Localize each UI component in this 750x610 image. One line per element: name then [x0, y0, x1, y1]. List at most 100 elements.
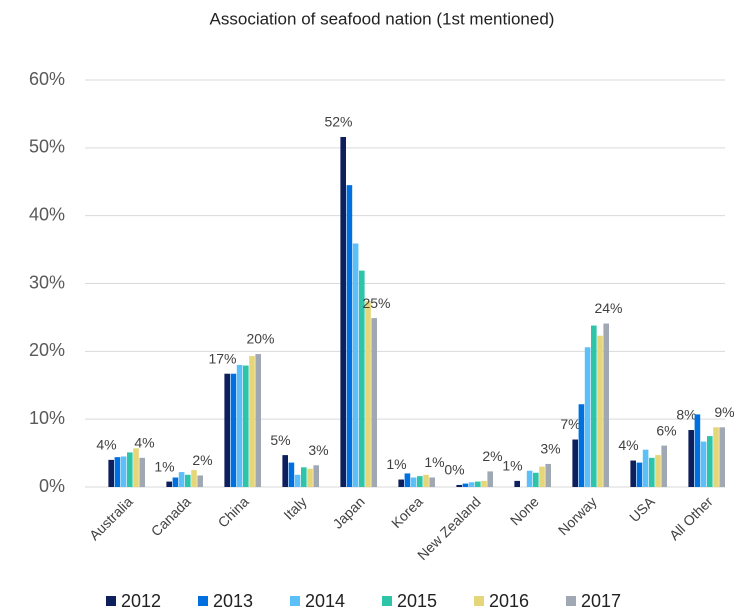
data-label: 1%: [386, 456, 406, 472]
bar: [307, 468, 313, 487]
x-tick-label: None: [507, 493, 542, 528]
bar: [108, 459, 114, 487]
x-tick-label: Australia: [86, 493, 136, 543]
bar: [688, 430, 694, 487]
bar: [313, 465, 319, 487]
bar: [352, 243, 359, 487]
bar: [597, 335, 603, 487]
y-tick-label: 0%: [39, 476, 65, 496]
bar: [429, 477, 435, 487]
data-label: 3%: [540, 441, 560, 457]
data-label: 6%: [656, 422, 676, 438]
y-tick-label: 60%: [29, 69, 65, 89]
data-label: 8%: [676, 407, 696, 423]
data-label: 5%: [270, 432, 290, 448]
legend-swatch: [474, 596, 484, 606]
x-tick-label: Canada: [148, 493, 194, 539]
data-label: 52%: [324, 114, 352, 130]
bar: [526, 470, 533, 487]
data-label: 1%: [424, 454, 444, 470]
legend-swatch: [290, 596, 300, 606]
bar: [224, 373, 230, 487]
bar: [572, 439, 578, 487]
bar: [172, 477, 179, 487]
bar: [545, 463, 551, 487]
x-tick-label: Norway: [555, 493, 600, 538]
bar: [301, 467, 307, 487]
data-label: 4%: [618, 437, 638, 453]
bar: [236, 364, 243, 487]
bar: [539, 466, 545, 487]
bar: [120, 456, 127, 487]
x-tick-label: Korea: [388, 493, 426, 531]
legend-label: 2013: [213, 591, 253, 610]
y-tick-label: 40%: [29, 204, 65, 224]
bar: [423, 474, 429, 487]
data-label: 3%: [308, 442, 328, 458]
y-tick-label: 20%: [29, 340, 65, 360]
bar: [578, 404, 585, 487]
bar: [636, 462, 643, 487]
data-label: 7%: [560, 416, 580, 432]
data-label: 17%: [208, 350, 236, 366]
bar: [178, 472, 185, 487]
bar: [365, 301, 371, 487]
bar: [230, 373, 237, 487]
bar: [642, 449, 649, 487]
data-label: 9%: [714, 404, 734, 420]
data-label: 4%: [134, 435, 154, 451]
bar: [166, 481, 172, 487]
bar: [133, 448, 139, 487]
data-label: 1%: [502, 458, 522, 474]
data-label: 20%: [246, 331, 274, 347]
bar: [707, 436, 713, 487]
legend-label: 2012: [121, 591, 161, 610]
bar: [417, 476, 423, 487]
bar: [346, 185, 353, 487]
bar: [359, 270, 365, 487]
bar: [197, 475, 203, 487]
bar: [398, 479, 404, 487]
data-label: 4%: [96, 437, 116, 453]
bar: [481, 480, 487, 487]
bar: [468, 482, 475, 487]
bar: [603, 323, 609, 487]
x-tick-label: All Other: [666, 493, 716, 543]
legend-swatch: [106, 596, 116, 606]
legend-swatch: [382, 596, 392, 606]
legend-label: 2016: [489, 591, 529, 610]
bar: [249, 356, 255, 487]
x-tick-label: USA: [626, 493, 658, 525]
bar: [282, 455, 288, 487]
y-tick-label: 50%: [29, 137, 65, 157]
bar: [191, 470, 197, 487]
bar: [719, 427, 725, 487]
bar: [404, 473, 411, 487]
bar: [456, 484, 462, 487]
bar: [410, 477, 417, 487]
x-tick-label: Japan: [329, 493, 367, 531]
chart-title: Association of seafood nation (1st menti…: [210, 9, 555, 28]
y-tick-label: 30%: [29, 272, 65, 292]
legend-label: 2017: [581, 591, 621, 610]
x-tick-label: Italy: [280, 493, 309, 522]
bar: [694, 414, 701, 487]
bar: [288, 462, 295, 487]
bar: [462, 483, 469, 487]
bar: [655, 455, 661, 487]
data-label: 0%: [444, 462, 464, 478]
bar: [630, 460, 636, 487]
legend-swatch: [566, 596, 576, 606]
bar: [340, 136, 346, 488]
x-tick-label: China: [215, 493, 252, 530]
y-tick-label: 10%: [29, 408, 65, 428]
legend-swatch: [198, 596, 208, 606]
bar: [139, 457, 145, 487]
bar: [661, 445, 667, 487]
bar: [114, 457, 121, 487]
bar: [255, 354, 261, 487]
data-label: 24%: [594, 300, 622, 316]
bar: [649, 457, 655, 487]
legend-label: 2014: [305, 591, 345, 610]
data-label: 2%: [192, 452, 212, 468]
